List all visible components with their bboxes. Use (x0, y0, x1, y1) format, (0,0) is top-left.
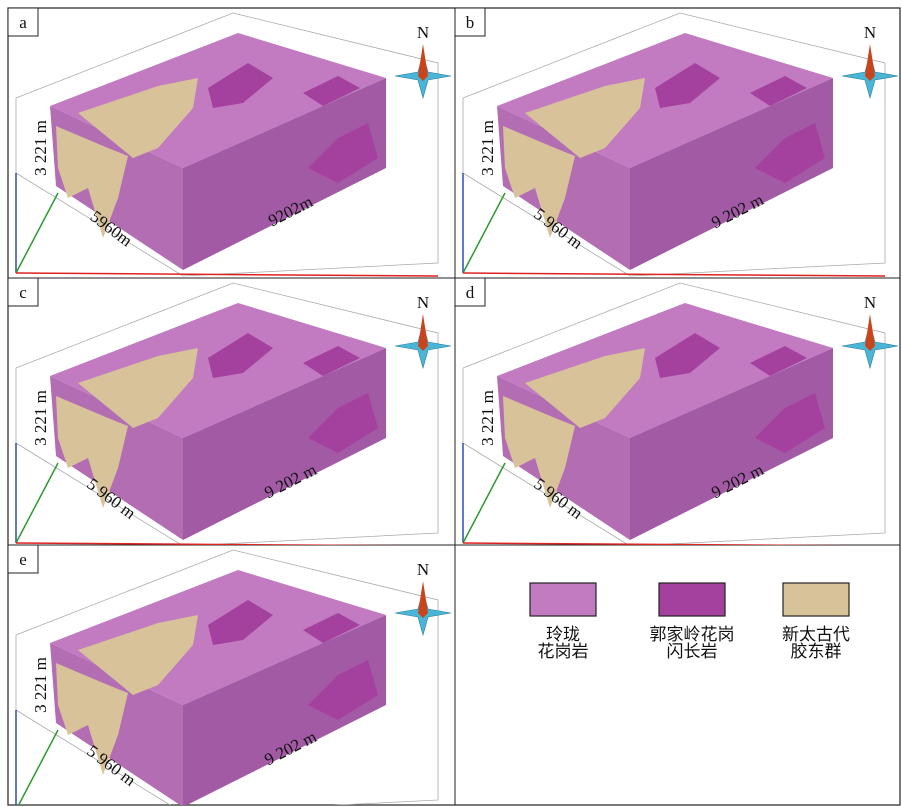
intrusion (755, 123, 825, 183)
legend-label: 玲珑 (546, 625, 580, 644)
panel-label: e (19, 550, 27, 569)
basement-side (56, 663, 128, 775)
axis-y (462, 462, 506, 544)
panel-tag-box (454, 7, 486, 37)
panel-body (15, 282, 439, 545)
compass: N (841, 293, 899, 370)
compass-needle (418, 44, 428, 81)
intrusion (308, 660, 378, 720)
intrusion (208, 63, 273, 108)
intrusion (655, 63, 720, 108)
panel-label: c (19, 283, 27, 302)
intrusion (303, 613, 360, 643)
height-label: 3 221 m (478, 120, 497, 176)
basement-side (503, 396, 575, 508)
compass: N (394, 560, 452, 637)
compass: N (394, 23, 452, 100)
legend-swatch (529, 582, 597, 617)
panel-body (462, 282, 886, 545)
intrusion (303, 346, 360, 376)
legend-swatch (658, 582, 726, 617)
basement-side (56, 396, 128, 508)
compass: N (394, 293, 452, 370)
panel-tag-box (7, 544, 39, 574)
panel-label: b (466, 13, 475, 32)
right-face (183, 78, 386, 270)
axis-x (15, 272, 439, 277)
axis-x (462, 542, 850, 545)
panel-tag-box (7, 277, 39, 307)
intrusion (755, 393, 825, 453)
axis-y (15, 462, 59, 544)
compass-needle (865, 44, 875, 81)
height-label: 3 221 m (31, 120, 50, 176)
compass-needle (418, 581, 428, 618)
intrusion (750, 76, 807, 106)
north-label: N (417, 23, 429, 42)
compass-needle (418, 314, 428, 351)
axis-y (17, 729, 59, 805)
panel-tag-box (454, 277, 486, 307)
legend-swatch (782, 582, 850, 617)
legend-label: 花岗岩 (538, 642, 589, 661)
height-label: 3 221 m (31, 390, 50, 446)
basement-top (78, 615, 198, 695)
intrusion (208, 333, 273, 378)
panel-body (15, 12, 439, 277)
right-face (630, 348, 833, 540)
legend-label: 胶东群 (791, 642, 842, 661)
intrusion (308, 123, 378, 183)
intrusion (655, 333, 720, 378)
axis-x (462, 272, 886, 277)
frame (7, 7, 901, 806)
legend-label: 新太古代 (782, 625, 850, 644)
basement-side (503, 126, 575, 238)
basement-top (525, 78, 645, 158)
axis-y (15, 192, 59, 274)
legend-label: 闪长岩 (667, 642, 718, 661)
intrusion (208, 600, 273, 645)
panel-body (15, 549, 439, 805)
panel-label: a (19, 13, 27, 32)
north-label: N (417, 560, 429, 579)
basement-top (525, 348, 645, 428)
basement-top (78, 78, 198, 158)
north-label: N (864, 23, 876, 42)
height-label: 3 221 m (31, 657, 50, 713)
basement-side (56, 126, 128, 238)
intrusion (308, 393, 378, 453)
right-face (183, 615, 386, 805)
panel-label: d (466, 283, 475, 302)
panel-body (462, 12, 886, 277)
intrusion (750, 346, 807, 376)
right-face (630, 78, 833, 270)
north-label: N (864, 293, 876, 312)
height-label: 3 221 m (478, 390, 497, 446)
right-face (183, 348, 386, 540)
axis-y (462, 192, 506, 274)
compass-needle (865, 314, 875, 351)
compass: N (841, 23, 899, 100)
legend-label: 郭家岭花岗 (650, 625, 735, 644)
basement-top (78, 348, 198, 428)
axis-x (15, 542, 403, 545)
intrusion (303, 76, 360, 106)
panel-tag-box (7, 7, 39, 37)
north-label: N (417, 293, 429, 312)
